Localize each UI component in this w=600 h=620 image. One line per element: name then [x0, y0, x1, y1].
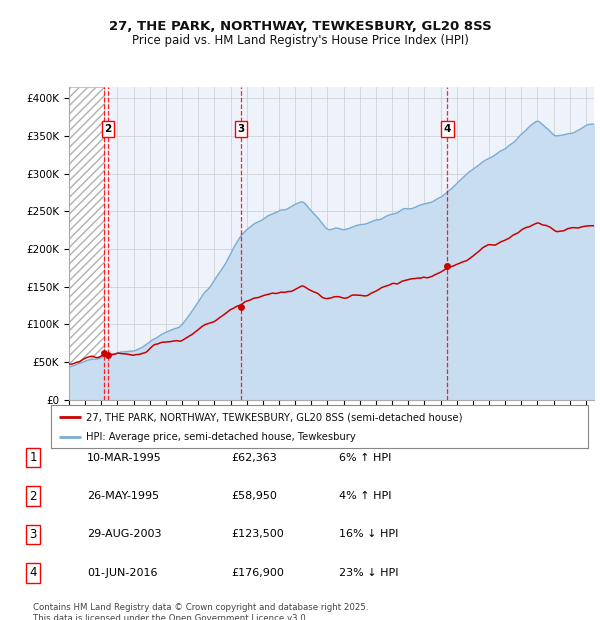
Text: £123,500: £123,500: [231, 529, 284, 539]
Text: 27, THE PARK, NORTHWAY, TEWKESBURY, GL20 8SS: 27, THE PARK, NORTHWAY, TEWKESBURY, GL20…: [109, 20, 491, 33]
Text: 3: 3: [238, 124, 245, 134]
Text: 4: 4: [29, 567, 37, 579]
Text: 2: 2: [104, 124, 112, 134]
Text: 26-MAY-1995: 26-MAY-1995: [87, 491, 159, 501]
Text: £176,900: £176,900: [231, 568, 284, 578]
Text: £58,950: £58,950: [231, 491, 277, 501]
Text: 10-MAR-1995: 10-MAR-1995: [87, 453, 162, 463]
Text: 01-JUN-2016: 01-JUN-2016: [87, 568, 157, 578]
Text: 4: 4: [443, 124, 451, 134]
Text: 1: 1: [29, 451, 37, 464]
Text: £62,363: £62,363: [231, 453, 277, 463]
Text: HPI: Average price, semi-detached house, Tewkesbury: HPI: Average price, semi-detached house,…: [86, 432, 356, 442]
Bar: [69, 87, 104, 400]
Text: Price paid vs. HM Land Registry's House Price Index (HPI): Price paid vs. HM Land Registry's House …: [131, 34, 469, 47]
Text: 29-AUG-2003: 29-AUG-2003: [87, 529, 161, 539]
Text: 16% ↓ HPI: 16% ↓ HPI: [339, 529, 398, 539]
Text: Contains HM Land Registry data © Crown copyright and database right 2025.
This d: Contains HM Land Registry data © Crown c…: [33, 603, 368, 620]
Text: 2: 2: [29, 490, 37, 502]
Text: 6% ↑ HPI: 6% ↑ HPI: [339, 453, 391, 463]
Text: 3: 3: [29, 528, 37, 541]
Text: 4% ↑ HPI: 4% ↑ HPI: [339, 491, 391, 501]
Text: 23% ↓ HPI: 23% ↓ HPI: [339, 568, 398, 578]
Text: 27, THE PARK, NORTHWAY, TEWKESBURY, GL20 8SS (semi-detached house): 27, THE PARK, NORTHWAY, TEWKESBURY, GL20…: [86, 412, 463, 422]
